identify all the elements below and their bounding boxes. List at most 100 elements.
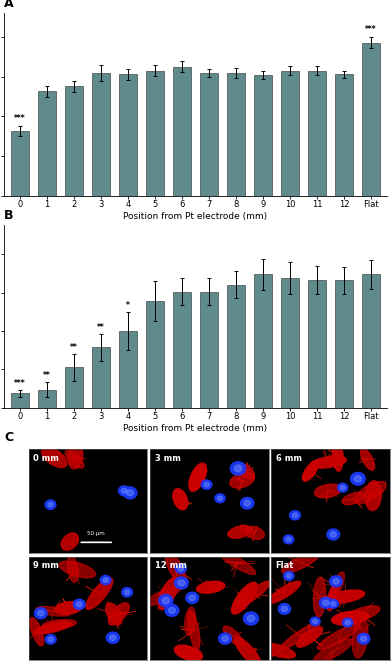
Bar: [200, 73, 218, 196]
Text: Flat: Flat: [276, 561, 294, 570]
Polygon shape: [297, 627, 323, 647]
Polygon shape: [284, 571, 294, 581]
Polygon shape: [278, 603, 291, 614]
Polygon shape: [340, 485, 345, 490]
Polygon shape: [330, 576, 342, 587]
Polygon shape: [223, 626, 243, 646]
Polygon shape: [323, 600, 329, 605]
Bar: [227, 73, 245, 196]
Polygon shape: [219, 633, 231, 644]
Polygon shape: [118, 486, 130, 496]
Bar: [11, 393, 29, 408]
Polygon shape: [235, 637, 262, 667]
Polygon shape: [186, 592, 199, 603]
Text: 3 mm: 3 mm: [154, 454, 180, 462]
Text: 9 mm: 9 mm: [33, 561, 59, 570]
Polygon shape: [310, 456, 346, 468]
Polygon shape: [228, 526, 252, 538]
Polygon shape: [244, 500, 251, 506]
Polygon shape: [244, 612, 258, 625]
Polygon shape: [222, 636, 228, 641]
Text: **: **: [97, 323, 105, 332]
Polygon shape: [237, 463, 255, 479]
Polygon shape: [330, 532, 336, 537]
Polygon shape: [231, 582, 257, 614]
Bar: [227, 285, 245, 408]
Bar: [308, 280, 326, 408]
Polygon shape: [247, 615, 255, 622]
Text: 0 mm: 0 mm: [33, 454, 59, 462]
Bar: [38, 91, 56, 196]
Polygon shape: [42, 620, 76, 629]
Polygon shape: [127, 490, 133, 496]
Polygon shape: [365, 480, 381, 511]
Text: ***: ***: [365, 25, 377, 34]
Bar: [146, 301, 164, 408]
Polygon shape: [100, 575, 111, 585]
Polygon shape: [303, 462, 318, 481]
Polygon shape: [280, 622, 320, 649]
Polygon shape: [45, 634, 56, 644]
Bar: [65, 368, 83, 408]
Polygon shape: [352, 618, 368, 658]
Polygon shape: [106, 632, 119, 643]
Bar: [38, 390, 56, 408]
Polygon shape: [34, 607, 47, 619]
Polygon shape: [237, 581, 271, 607]
Polygon shape: [361, 449, 375, 470]
Bar: [11, 131, 29, 196]
Text: 50 μm: 50 μm: [88, 531, 105, 536]
Polygon shape: [325, 590, 364, 603]
Polygon shape: [327, 529, 340, 540]
Polygon shape: [338, 483, 348, 492]
Bar: [362, 274, 380, 408]
Bar: [200, 292, 218, 408]
Polygon shape: [189, 463, 206, 491]
Polygon shape: [345, 620, 350, 625]
Polygon shape: [178, 566, 184, 571]
Polygon shape: [176, 564, 187, 573]
Polygon shape: [165, 551, 187, 587]
Polygon shape: [332, 611, 369, 625]
Polygon shape: [109, 635, 116, 640]
Text: B: B: [4, 209, 13, 222]
Polygon shape: [34, 622, 72, 634]
Bar: [92, 73, 110, 196]
Polygon shape: [230, 462, 246, 475]
Bar: [281, 71, 299, 196]
Polygon shape: [330, 572, 344, 600]
Polygon shape: [159, 595, 173, 607]
Bar: [335, 280, 353, 408]
Polygon shape: [351, 472, 365, 485]
Polygon shape: [342, 493, 364, 505]
Bar: [281, 278, 299, 408]
Polygon shape: [361, 636, 367, 642]
Bar: [335, 75, 353, 196]
Bar: [92, 347, 110, 408]
Polygon shape: [219, 551, 256, 575]
Bar: [362, 43, 380, 196]
Polygon shape: [314, 484, 341, 498]
Polygon shape: [204, 482, 209, 487]
Polygon shape: [178, 580, 185, 586]
Polygon shape: [188, 611, 200, 650]
Polygon shape: [357, 634, 370, 644]
Text: **: **: [70, 343, 78, 352]
Text: 6 mm: 6 mm: [276, 454, 302, 462]
Bar: [173, 292, 191, 408]
Bar: [173, 67, 191, 196]
Polygon shape: [38, 610, 44, 616]
Polygon shape: [124, 590, 130, 595]
Polygon shape: [230, 472, 255, 488]
Polygon shape: [283, 535, 294, 544]
Polygon shape: [108, 603, 129, 625]
Bar: [254, 274, 272, 408]
Polygon shape: [331, 601, 336, 606]
Polygon shape: [189, 595, 196, 601]
Polygon shape: [217, 496, 222, 501]
Polygon shape: [45, 500, 56, 509]
Polygon shape: [48, 502, 53, 507]
X-axis label: Position from Pt electrode (mm): Position from Pt electrode (mm): [124, 212, 267, 220]
Polygon shape: [245, 526, 264, 540]
Text: A: A: [4, 0, 14, 10]
